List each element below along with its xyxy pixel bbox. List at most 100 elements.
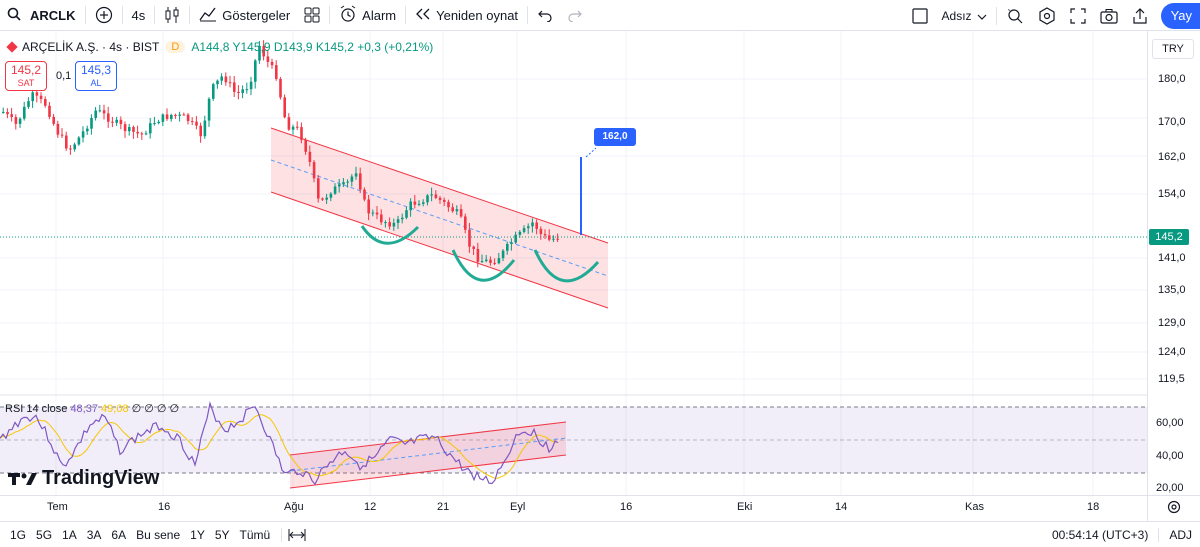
rsi-ascending-channel[interactable]: [290, 422, 566, 488]
candle-body: [413, 201, 417, 205]
replay-button[interactable]: Yeniden oynat: [408, 0, 525, 31]
share-button[interactable]: [1125, 0, 1155, 31]
search-sparkle-icon: [1006, 7, 1024, 25]
candle-body: [338, 184, 341, 187]
candle-body: [354, 173, 358, 177]
price-tick: 162,0: [1158, 151, 1186, 163]
price-tick: 119,5: [1158, 373, 1185, 385]
rewind-icon: [415, 7, 431, 24]
range-all[interactable]: Tümü: [239, 527, 271, 542]
right-shoulder-arc[interactable]: [533, 249, 600, 283]
candle-body: [333, 186, 337, 194]
chart-legend[interactable]: ARÇELİK A.Ş. · 4s · BIST D A144,8 Y145,9…: [6, 40, 433, 54]
chevron-down-icon: [977, 8, 987, 23]
rsi-legend[interactable]: RSI 14 close 48,37 49,08 ∅ ∅ ∅ ∅: [5, 402, 179, 415]
buy-button[interactable]: 145,3 AL: [75, 61, 117, 91]
candle-body: [317, 178, 320, 199]
settings-button[interactable]: [1031, 0, 1063, 31]
candle-body: [262, 45, 265, 57]
tradingview-logo[interactable]: TradingView: [8, 467, 159, 490]
candle-body: [170, 114, 173, 120]
candle-body: [522, 228, 526, 232]
range-ytd[interactable]: Bu sene: [136, 527, 181, 542]
candle-body: [191, 121, 194, 123]
snapshot-button[interactable]: [1093, 0, 1125, 31]
search-icon: [7, 7, 21, 24]
adj-toggle[interactable]: ADJ: [1169, 527, 1192, 542]
divider: [527, 6, 529, 24]
range-1d[interactable]: 1G: [10, 527, 27, 542]
range-6m[interactable]: 6A: [111, 527, 127, 542]
left-shoulder-arc[interactable]: [360, 225, 420, 245]
clock-timezone[interactable]: 00:54:14 (UTC+3): [1051, 527, 1149, 542]
rsi-extra: ∅ ∅ ∅ ∅: [131, 403, 180, 415]
date-range-group: 1G 5G 1A 3A 6A Bu sene 1Y 5Y Tümü: [0, 527, 306, 542]
channel-mid-line[interactable]: [270, 159, 609, 277]
symbol-search[interactable]: ARCLK: [0, 0, 83, 31]
rsi-tick: 20,00: [1156, 482, 1184, 494]
channel-lower-line[interactable]: [270, 191, 609, 309]
candle-body: [123, 124, 127, 132]
divider: [154, 6, 156, 24]
candle-body: [69, 148, 72, 150]
range-1y[interactable]: 1Y: [190, 527, 205, 542]
candle-body: [392, 222, 396, 227]
candle-body: [157, 121, 160, 124]
candle-body: [291, 126, 295, 130]
candle-body: [233, 82, 236, 92]
range-1m[interactable]: 1A: [62, 527, 77, 542]
alarm-button[interactable]: Alarm: [332, 0, 403, 31]
compare-button[interactable]: [88, 0, 120, 31]
candle-body: [275, 65, 278, 79]
candle-body: [186, 114, 190, 122]
redo-button[interactable]: [560, 0, 590, 31]
goto-date-icon: [288, 528, 306, 541]
candle-body: [443, 199, 446, 202]
sell-label: SAT: [17, 78, 35, 88]
time-axis[interactable]: Tem 16 Ağu 12 21 Eyl 16 Eki 14 Kas 18: [0, 495, 1147, 519]
candle-body: [472, 246, 475, 249]
axis-settings-button[interactable]: [1147, 495, 1200, 521]
candle-body: [342, 182, 345, 185]
price-chart[interactable]: [0, 31, 1147, 495]
undo-button[interactable]: [530, 0, 560, 31]
currency-selector[interactable]: TRY: [1152, 39, 1194, 59]
candle-body: [81, 131, 85, 138]
candle-body: [506, 243, 509, 251]
price-tick: 124,0: [1158, 346, 1186, 358]
candle-body: [27, 101, 30, 107]
target-label-box[interactable]: 162,0: [594, 128, 636, 146]
delayed-badge[interactable]: D: [165, 41, 186, 53]
head-arc[interactable]: [451, 249, 516, 282]
templates-button[interactable]: [297, 0, 327, 31]
layout-name-menu[interactable]: Adsız: [935, 0, 994, 31]
indicators-button[interactable]: Göstergeler: [192, 0, 297, 31]
candle-body: [136, 131, 139, 134]
candle-body: [270, 61, 274, 66]
range-3m[interactable]: 3A: [86, 527, 102, 542]
candle-body: [497, 258, 501, 264]
candle-body: [464, 216, 467, 230]
publish-button[interactable]: Yay: [1160, 2, 1200, 29]
sell-button[interactable]: 145,2 SAT: [5, 61, 47, 91]
range-5d[interactable]: 5G: [36, 527, 53, 542]
rsi-channel-lower[interactable]: [289, 454, 567, 489]
interval-button[interactable]: 4s: [131, 7, 146, 23]
rsi-channel-mid[interactable]: [289, 437, 567, 472]
goto-date-button[interactable]: [288, 528, 306, 542]
candle-body: [325, 197, 328, 200]
candle-body: [60, 134, 64, 136]
chart-type-button[interactable]: [157, 0, 187, 31]
channel-upper-line[interactable]: [270, 127, 609, 244]
fullscreen-button[interactable]: [1063, 0, 1093, 31]
candle-body: [346, 181, 349, 183]
quick-search-button[interactable]: [999, 0, 1031, 31]
time-tick: Eyl: [510, 501, 526, 513]
camera-icon: [1099, 8, 1118, 24]
candle-body: [220, 76, 223, 81]
candle-body: [111, 121, 114, 123]
range-5y[interactable]: 5Y: [214, 527, 230, 542]
select-layout-button[interactable]: [905, 0, 935, 31]
price-axis[interactable]: TRY 180,0 170,0 162,0 154,0 145,2 141,0 …: [1147, 31, 1200, 495]
candle-body: [455, 209, 459, 212]
